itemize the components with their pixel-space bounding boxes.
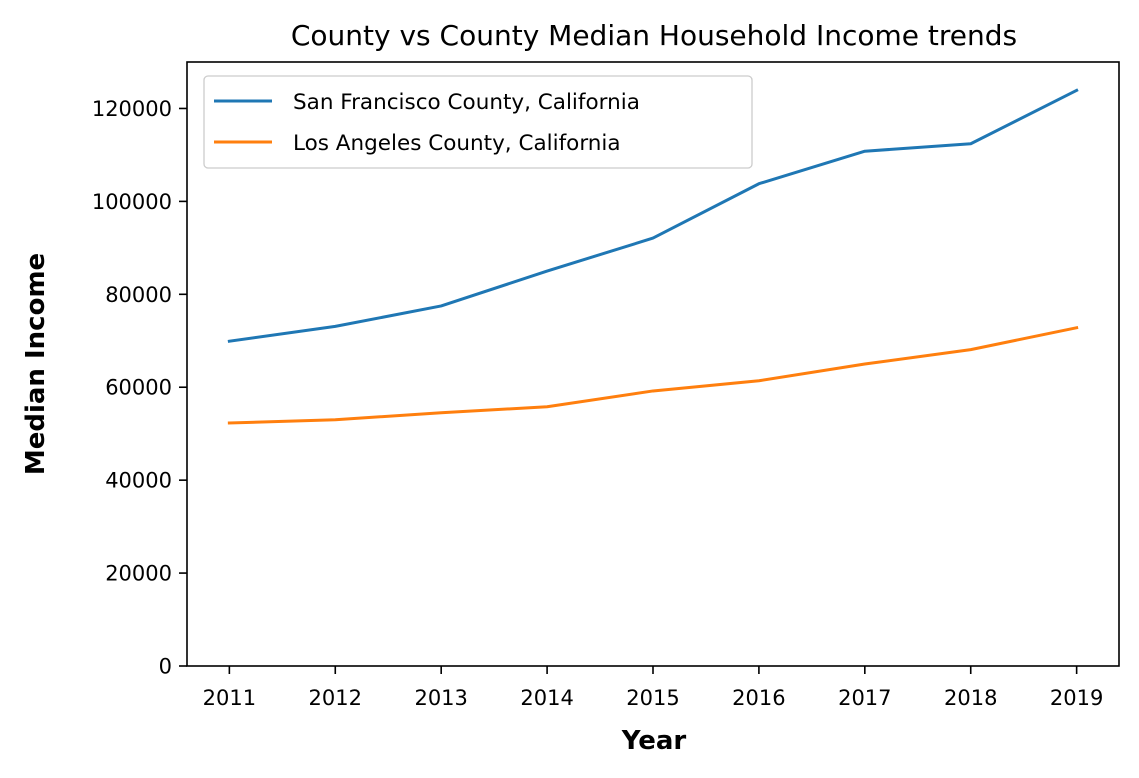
y-tick-label: 40000 [105, 469, 172, 493]
x-axis-label: Year [621, 726, 687, 756]
legend-entries: San Francisco County, California Los Ange… [214, 90, 640, 156]
plot-area [227, 88, 1079, 425]
x-tick-label: 2011 [203, 686, 256, 710]
chart-title: County vs County Median Household Income… [291, 19, 1017, 52]
x-tick-label: 2017 [838, 686, 891, 710]
series-line-2 [227, 325, 1079, 425]
y-axis: 0 20000 40000 60000 80000 100000 120000 [92, 97, 187, 679]
y-tick-label: 0 [159, 655, 172, 679]
legend-label: San Francisco County, California [293, 90, 640, 115]
legend: San Francisco County, California Los Ange… [203, 75, 753, 169]
x-tick-label: 2012 [309, 686, 362, 710]
x-tick-label: 2013 [414, 686, 467, 710]
y-tick-label: 120000 [92, 97, 172, 121]
x-tick-label: 2018 [944, 686, 997, 710]
x-tick-label: 2015 [626, 686, 679, 710]
y-tick-label: 20000 [105, 562, 172, 586]
x-tick-label: 2014 [520, 686, 573, 710]
y-tick-label: 60000 [105, 376, 172, 400]
y-axis-label: Median Income [21, 253, 51, 475]
legend-box [203, 75, 753, 169]
x-tick-label: 2016 [732, 686, 785, 710]
legend-label: Los Angeles County, California [293, 131, 621, 156]
x-axis: 2011 2012 2013 2014 2015 2016 2017 2018 2019 [203, 666, 1103, 710]
x-tick-label: 2019 [1050, 686, 1103, 710]
y-tick-label: 80000 [105, 283, 172, 307]
y-tick-label: 100000 [92, 190, 172, 214]
